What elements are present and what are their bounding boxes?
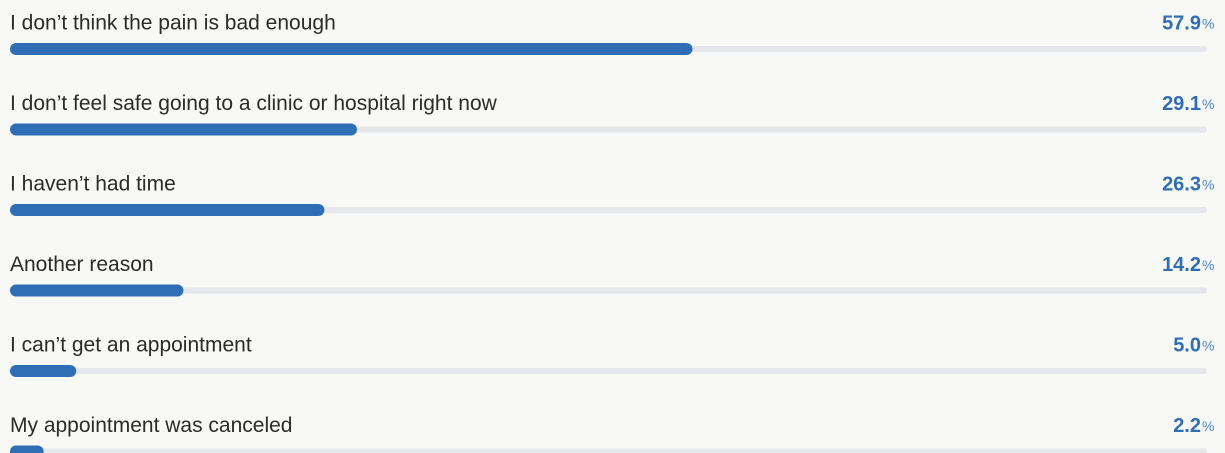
value-label: 2.2 — [1173, 415, 1201, 437]
bar — [10, 284, 184, 297]
unit-label: % — [1202, 16, 1214, 32]
bar-track — [10, 448, 1207, 453]
unit-label: % — [1202, 257, 1214, 273]
unit-label: % — [1202, 177, 1214, 193]
unit-label: % — [1202, 338, 1214, 354]
value-label: 26.3 — [1162, 173, 1201, 195]
category-label: My appointment was canceled — [10, 414, 293, 437]
category-label: I haven’t had time — [10, 173, 176, 196]
unit-label: % — [1202, 418, 1214, 434]
bar — [10, 445, 44, 453]
bar-track — [10, 287, 1207, 294]
bar — [10, 123, 358, 136]
bar — [10, 43, 693, 55]
category-label: I don’t think the pain is bad enough — [10, 12, 336, 35]
bar — [10, 365, 77, 377]
category-label: Another reason — [10, 253, 154, 276]
value-label: 14.2 — [1162, 254, 1201, 276]
value-label: 57.9 — [1162, 12, 1201, 34]
category-label: I can’t get an appointment — [10, 334, 252, 357]
value-label: 29.1 — [1162, 93, 1201, 115]
value-label: 5.0 — [1173, 334, 1201, 356]
bar-track — [10, 368, 1207, 374]
unit-label: % — [1202, 96, 1214, 112]
bar — [10, 204, 325, 216]
category-label: I don’t feel safe going to a clinic or h… — [10, 92, 498, 115]
